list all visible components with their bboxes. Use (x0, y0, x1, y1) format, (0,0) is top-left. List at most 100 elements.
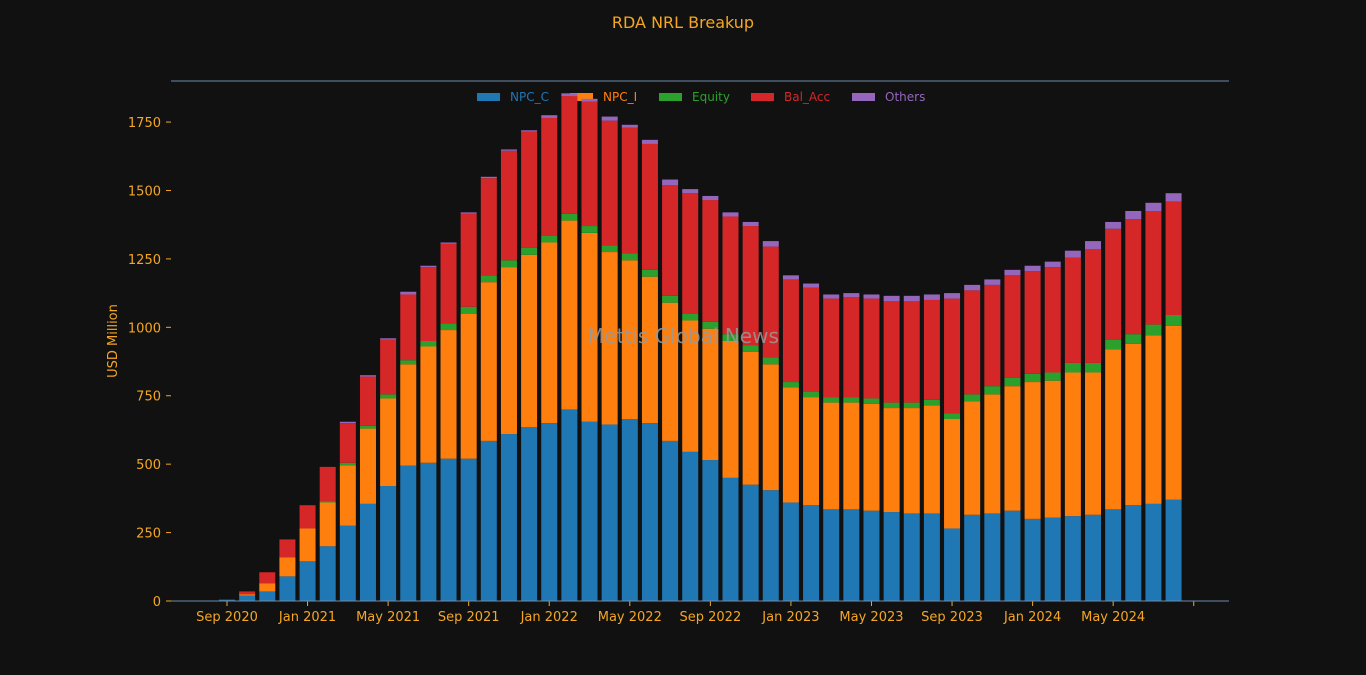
bar-npc-c-2024-03 (1064, 516, 1081, 601)
legend-swatch (570, 93, 593, 101)
y-tick-label: 1250 (128, 253, 161, 268)
bar-npc-i-2023-01 (782, 387, 799, 503)
bar-bal-acc-2021-08 (440, 243, 457, 324)
bar-npc-c-2021-08 (440, 458, 457, 601)
bar-npc-i-2020-11 (259, 583, 276, 592)
bar-bal-acc-2022-02 (561, 96, 578, 214)
bar-bal-acc-2021-03 (339, 423, 356, 463)
bar-npc-i-2021-02 (319, 502, 336, 547)
bar-others-2021-03 (339, 421, 356, 424)
bar-npc-i-2022-06 (641, 276, 658, 424)
bar-npc-c-2024-07 (1145, 503, 1162, 601)
bar-npc-c-2022-08 (682, 451, 699, 601)
bar-npc-c-2021-02 (319, 546, 336, 601)
legend-swatch (659, 93, 682, 101)
legend-swatch (477, 93, 500, 101)
bars (219, 93, 1182, 601)
bar-others-2022-08 (682, 189, 699, 194)
bar-npc-i-2021-08 (440, 330, 457, 459)
bar-npc-c-2022-05 (621, 419, 638, 601)
bar-equity-2021-04 (359, 425, 376, 429)
bar-bal-acc-2023-12 (1004, 275, 1021, 378)
bar-npc-c-2023-08 (923, 513, 940, 601)
watermark: Mettis Global News (587, 324, 779, 348)
bar-npc-i-2022-12 (762, 364, 779, 491)
bar-npc-c-2024-01 (1024, 518, 1041, 601)
bar-npc-c-2022-11 (742, 484, 759, 601)
bar-npc-c-2024-08 (1165, 499, 1182, 601)
bar-equity-2021-02 (319, 501, 336, 503)
bar-npc-i-2024-05 (1105, 349, 1122, 510)
bar-others-2023-08 (923, 294, 940, 300)
bar-equity-2021-07 (420, 341, 437, 347)
bar-bal-acc-2024-04 (1085, 249, 1102, 363)
y-tick-label: 500 (136, 458, 161, 473)
x-tick-label: Jan 2021 (278, 610, 336, 625)
bar-npc-i-2021-03 (339, 465, 356, 526)
y-tick-label: 1000 (128, 321, 161, 336)
bar-npc-i-2021-11 (500, 267, 517, 435)
bar-equity-2022-11 (742, 345, 759, 352)
bar-npc-c-2021-12 (521, 427, 538, 601)
bar-npc-c-2022-03 (581, 421, 598, 601)
bar-bal-acc-2023-10 (964, 290, 981, 395)
x-tick-label: Sep 2022 (680, 610, 742, 625)
bar-npc-c-2023-06 (883, 512, 900, 601)
bar-bal-acc-2023-08 (923, 299, 940, 400)
legend-item-bal-acc: Bal_Acc (751, 90, 830, 104)
y-tick-label: 0 (153, 595, 161, 610)
bar-npc-c-2021-11 (500, 434, 517, 601)
bar-npc-c-2023-10 (964, 514, 981, 601)
bar-npc-c-2020-10 (239, 595, 256, 601)
bar-npc-i-2023-10 (964, 401, 981, 515)
bar-bal-acc-2021-09 (460, 213, 477, 307)
bar-others-2021-04 (359, 375, 376, 377)
bar-bal-acc-2022-10 (722, 216, 739, 335)
legend-label: Others (885, 90, 925, 104)
x-tick-label: Jan 2024 (1003, 610, 1061, 625)
bar-equity-2022-02 (561, 213, 578, 221)
bar-npc-c-2023-12 (1004, 510, 1021, 601)
bar-npc-c-2024-05 (1105, 509, 1122, 601)
bar-npc-c-2023-07 (903, 513, 920, 601)
bar-npc-i-2023-12 (1004, 386, 1021, 511)
bar-npc-c-2023-02 (803, 505, 820, 601)
bar-others-2022-09 (702, 195, 719, 201)
bar-equity-2023-04 (843, 397, 860, 403)
bar-bal-acc-2024-03 (1064, 257, 1081, 363)
bar-npc-i-2022-02 (561, 220, 578, 410)
bar-equity-2022-08 (682, 313, 699, 321)
bar-npc-c-2020-11 (259, 591, 276, 601)
bar-equity-2023-03 (823, 397, 840, 403)
bar-equity-2024-05 (1105, 339, 1122, 350)
bar-npc-c-2022-07 (662, 440, 679, 601)
bar-bal-acc-2023-01 (782, 279, 799, 383)
bar-equity-2023-08 (923, 399, 940, 406)
bar-npc-i-2023-02 (803, 397, 820, 506)
bar-npc-i-2023-04 (843, 402, 860, 510)
bar-others-2021-08 (440, 242, 457, 244)
bar-equity-2024-08 (1165, 315, 1182, 326)
y-tick-label: 250 (136, 527, 161, 542)
bar-bal-acc-2021-12 (521, 131, 538, 248)
bar-others-2022-03 (581, 98, 598, 102)
x-tick-label: May 2022 (598, 610, 662, 625)
bar-bal-acc-2022-01 (541, 117, 558, 236)
bar-equity-2024-02 (1044, 372, 1061, 381)
bar-others-2023-10 (964, 284, 981, 291)
bar-bal-acc-2021-01 (299, 505, 316, 529)
bar-bal-acc-2023-04 (843, 297, 860, 398)
bar-equity-2021-05 (380, 394, 397, 399)
bar-others-2021-07 (420, 265, 437, 268)
bar-npc-i-2023-09 (944, 419, 961, 529)
bar-npc-c-2023-05 (863, 510, 880, 601)
bar-others-2023-06 (883, 295, 900, 302)
bar-others-2022-11 (742, 221, 759, 227)
x-tick-label: Jan 2023 (761, 610, 819, 625)
bar-equity-2023-01 (782, 382, 799, 388)
bar-bal-acc-2024-07 (1145, 211, 1162, 325)
bar-equity-2023-05 (863, 398, 880, 404)
bar-others-2021-09 (460, 212, 477, 214)
bar-equity-2023-10 (964, 394, 981, 402)
legend-swatch (751, 93, 774, 101)
